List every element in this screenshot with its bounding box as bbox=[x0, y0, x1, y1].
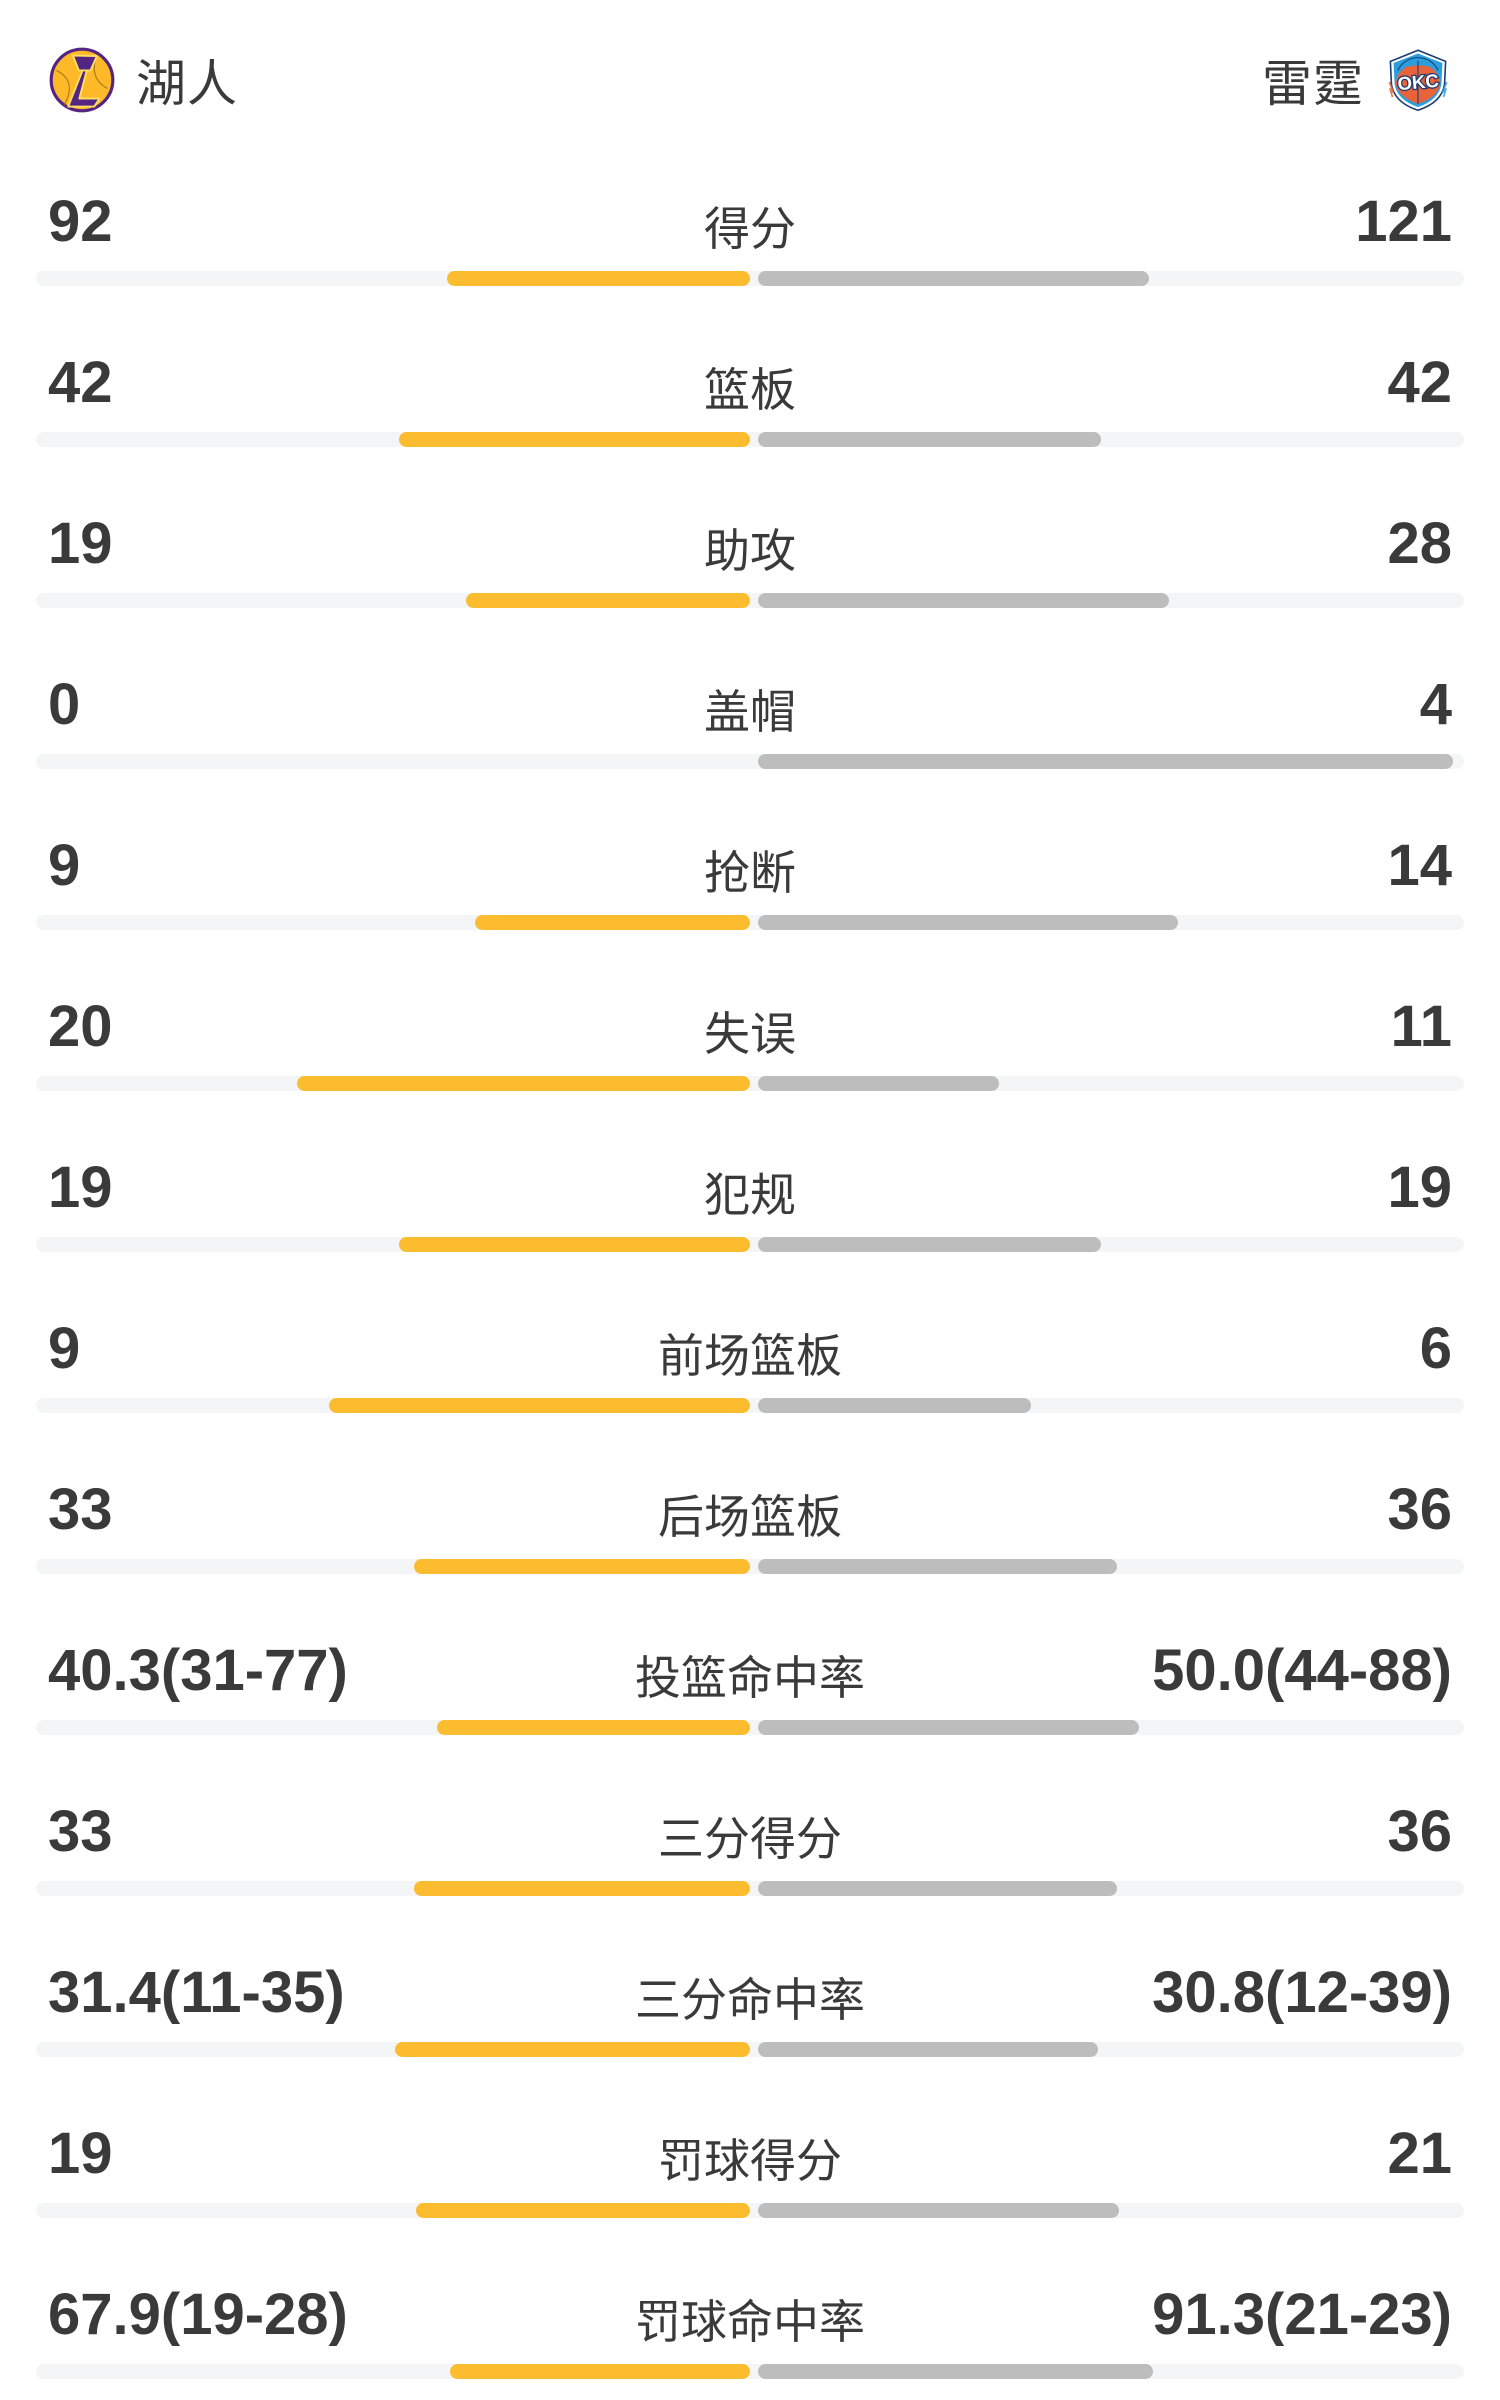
svg-text:OKC: OKC bbox=[1397, 70, 1440, 95]
